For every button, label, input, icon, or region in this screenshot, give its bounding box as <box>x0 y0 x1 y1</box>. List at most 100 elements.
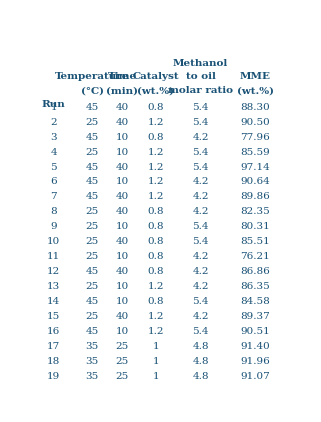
Text: 40: 40 <box>116 103 129 112</box>
Text: 25: 25 <box>86 222 99 231</box>
Text: 5.4: 5.4 <box>192 103 209 112</box>
Text: (min): (min) <box>106 86 138 95</box>
Text: 10: 10 <box>116 148 129 157</box>
Text: 25: 25 <box>86 237 99 246</box>
Text: Methanol: Methanol <box>173 59 228 68</box>
Text: 45: 45 <box>86 267 99 276</box>
Text: 16: 16 <box>47 327 60 336</box>
Text: 4.2: 4.2 <box>192 177 209 187</box>
Text: 25: 25 <box>86 118 99 127</box>
Text: 0.8: 0.8 <box>148 252 164 261</box>
Text: 0.8: 0.8 <box>148 297 164 306</box>
Text: 91.96: 91.96 <box>240 357 270 366</box>
Text: 25: 25 <box>116 357 129 366</box>
Text: 45: 45 <box>86 327 99 336</box>
Text: 5.4: 5.4 <box>192 327 209 336</box>
Text: 0.8: 0.8 <box>148 237 164 246</box>
Text: 5.4: 5.4 <box>192 222 209 231</box>
Text: 89.37: 89.37 <box>240 312 270 321</box>
Text: 17: 17 <box>47 342 60 351</box>
Text: 10: 10 <box>116 177 129 187</box>
Text: 4.2: 4.2 <box>192 192 209 201</box>
Text: 2: 2 <box>50 118 57 127</box>
Text: 6: 6 <box>50 177 57 187</box>
Text: 40: 40 <box>116 118 129 127</box>
Text: 1.2: 1.2 <box>148 177 164 187</box>
Text: 25: 25 <box>86 207 99 216</box>
Text: Catalyst: Catalyst <box>133 73 179 81</box>
Text: 90.64: 90.64 <box>240 177 270 187</box>
Text: 25: 25 <box>116 342 129 351</box>
Text: 1.2: 1.2 <box>148 327 164 336</box>
Text: 45: 45 <box>86 133 99 142</box>
Text: 25: 25 <box>86 148 99 157</box>
Text: 4.8: 4.8 <box>192 357 209 366</box>
Text: 10: 10 <box>116 222 129 231</box>
Text: 1.2: 1.2 <box>148 148 164 157</box>
Text: 1: 1 <box>50 103 57 112</box>
Text: 45: 45 <box>86 177 99 187</box>
Text: 25: 25 <box>86 282 99 291</box>
Text: 90.50: 90.50 <box>240 118 270 127</box>
Text: 19: 19 <box>47 372 60 381</box>
Text: 40: 40 <box>116 207 129 216</box>
Text: 76.21: 76.21 <box>240 252 270 261</box>
Text: (°C): (°C) <box>81 86 104 95</box>
Text: 4.2: 4.2 <box>192 267 209 276</box>
Text: (wt.%): (wt.%) <box>137 86 174 95</box>
Text: 10: 10 <box>116 252 129 261</box>
Text: 15: 15 <box>47 312 60 321</box>
Text: 11: 11 <box>47 252 60 261</box>
Text: 5.4: 5.4 <box>192 162 209 171</box>
Text: 3: 3 <box>50 133 57 142</box>
Text: 40: 40 <box>116 192 129 201</box>
Text: 10: 10 <box>116 133 129 142</box>
Text: 12: 12 <box>47 267 60 276</box>
Text: 10: 10 <box>116 297 129 306</box>
Text: 1.2: 1.2 <box>148 118 164 127</box>
Text: 45: 45 <box>86 103 99 112</box>
Text: 1: 1 <box>152 342 159 351</box>
Text: (wt.%): (wt.%) <box>237 86 274 95</box>
Text: 35: 35 <box>86 342 99 351</box>
Text: 0.8: 0.8 <box>148 267 164 276</box>
Text: 5.4: 5.4 <box>192 297 209 306</box>
Text: 4.2: 4.2 <box>192 312 209 321</box>
Text: 85.51: 85.51 <box>240 237 270 246</box>
Text: 25: 25 <box>86 312 99 321</box>
Text: 4: 4 <box>50 148 57 157</box>
Text: 5.4: 5.4 <box>192 118 209 127</box>
Text: 4.2: 4.2 <box>192 282 209 291</box>
Text: 85.59: 85.59 <box>240 148 270 157</box>
Text: Temperature: Temperature <box>55 73 130 81</box>
Text: 90.51: 90.51 <box>240 327 270 336</box>
Text: 1.2: 1.2 <box>148 312 164 321</box>
Text: 97.14: 97.14 <box>240 162 270 171</box>
Text: 91.07: 91.07 <box>240 372 270 381</box>
Text: 40: 40 <box>116 162 129 171</box>
Text: 86.35: 86.35 <box>240 282 270 291</box>
Text: MME: MME <box>240 73 271 81</box>
Text: to oil: to oil <box>186 73 215 81</box>
Text: 1: 1 <box>152 372 159 381</box>
Text: 0.8: 0.8 <box>148 133 164 142</box>
Text: 80.31: 80.31 <box>240 222 270 231</box>
Text: 1.2: 1.2 <box>148 162 164 171</box>
Text: 13: 13 <box>47 282 60 291</box>
Text: 1: 1 <box>152 357 159 366</box>
Text: 40: 40 <box>116 312 129 321</box>
Text: 4.2: 4.2 <box>192 207 209 216</box>
Text: 4.8: 4.8 <box>192 372 209 381</box>
Text: 5.4: 5.4 <box>192 148 209 157</box>
Text: 45: 45 <box>86 192 99 201</box>
Text: 0.8: 0.8 <box>148 222 164 231</box>
Text: Time: Time <box>108 73 137 81</box>
Text: 8: 8 <box>50 207 57 216</box>
Text: Run: Run <box>42 100 66 109</box>
Text: 86.86: 86.86 <box>240 267 270 276</box>
Text: 77.96: 77.96 <box>240 133 270 142</box>
Text: 5: 5 <box>50 162 57 171</box>
Text: 84.58: 84.58 <box>240 297 270 306</box>
Text: 35: 35 <box>86 357 99 366</box>
Text: 1.2: 1.2 <box>148 282 164 291</box>
